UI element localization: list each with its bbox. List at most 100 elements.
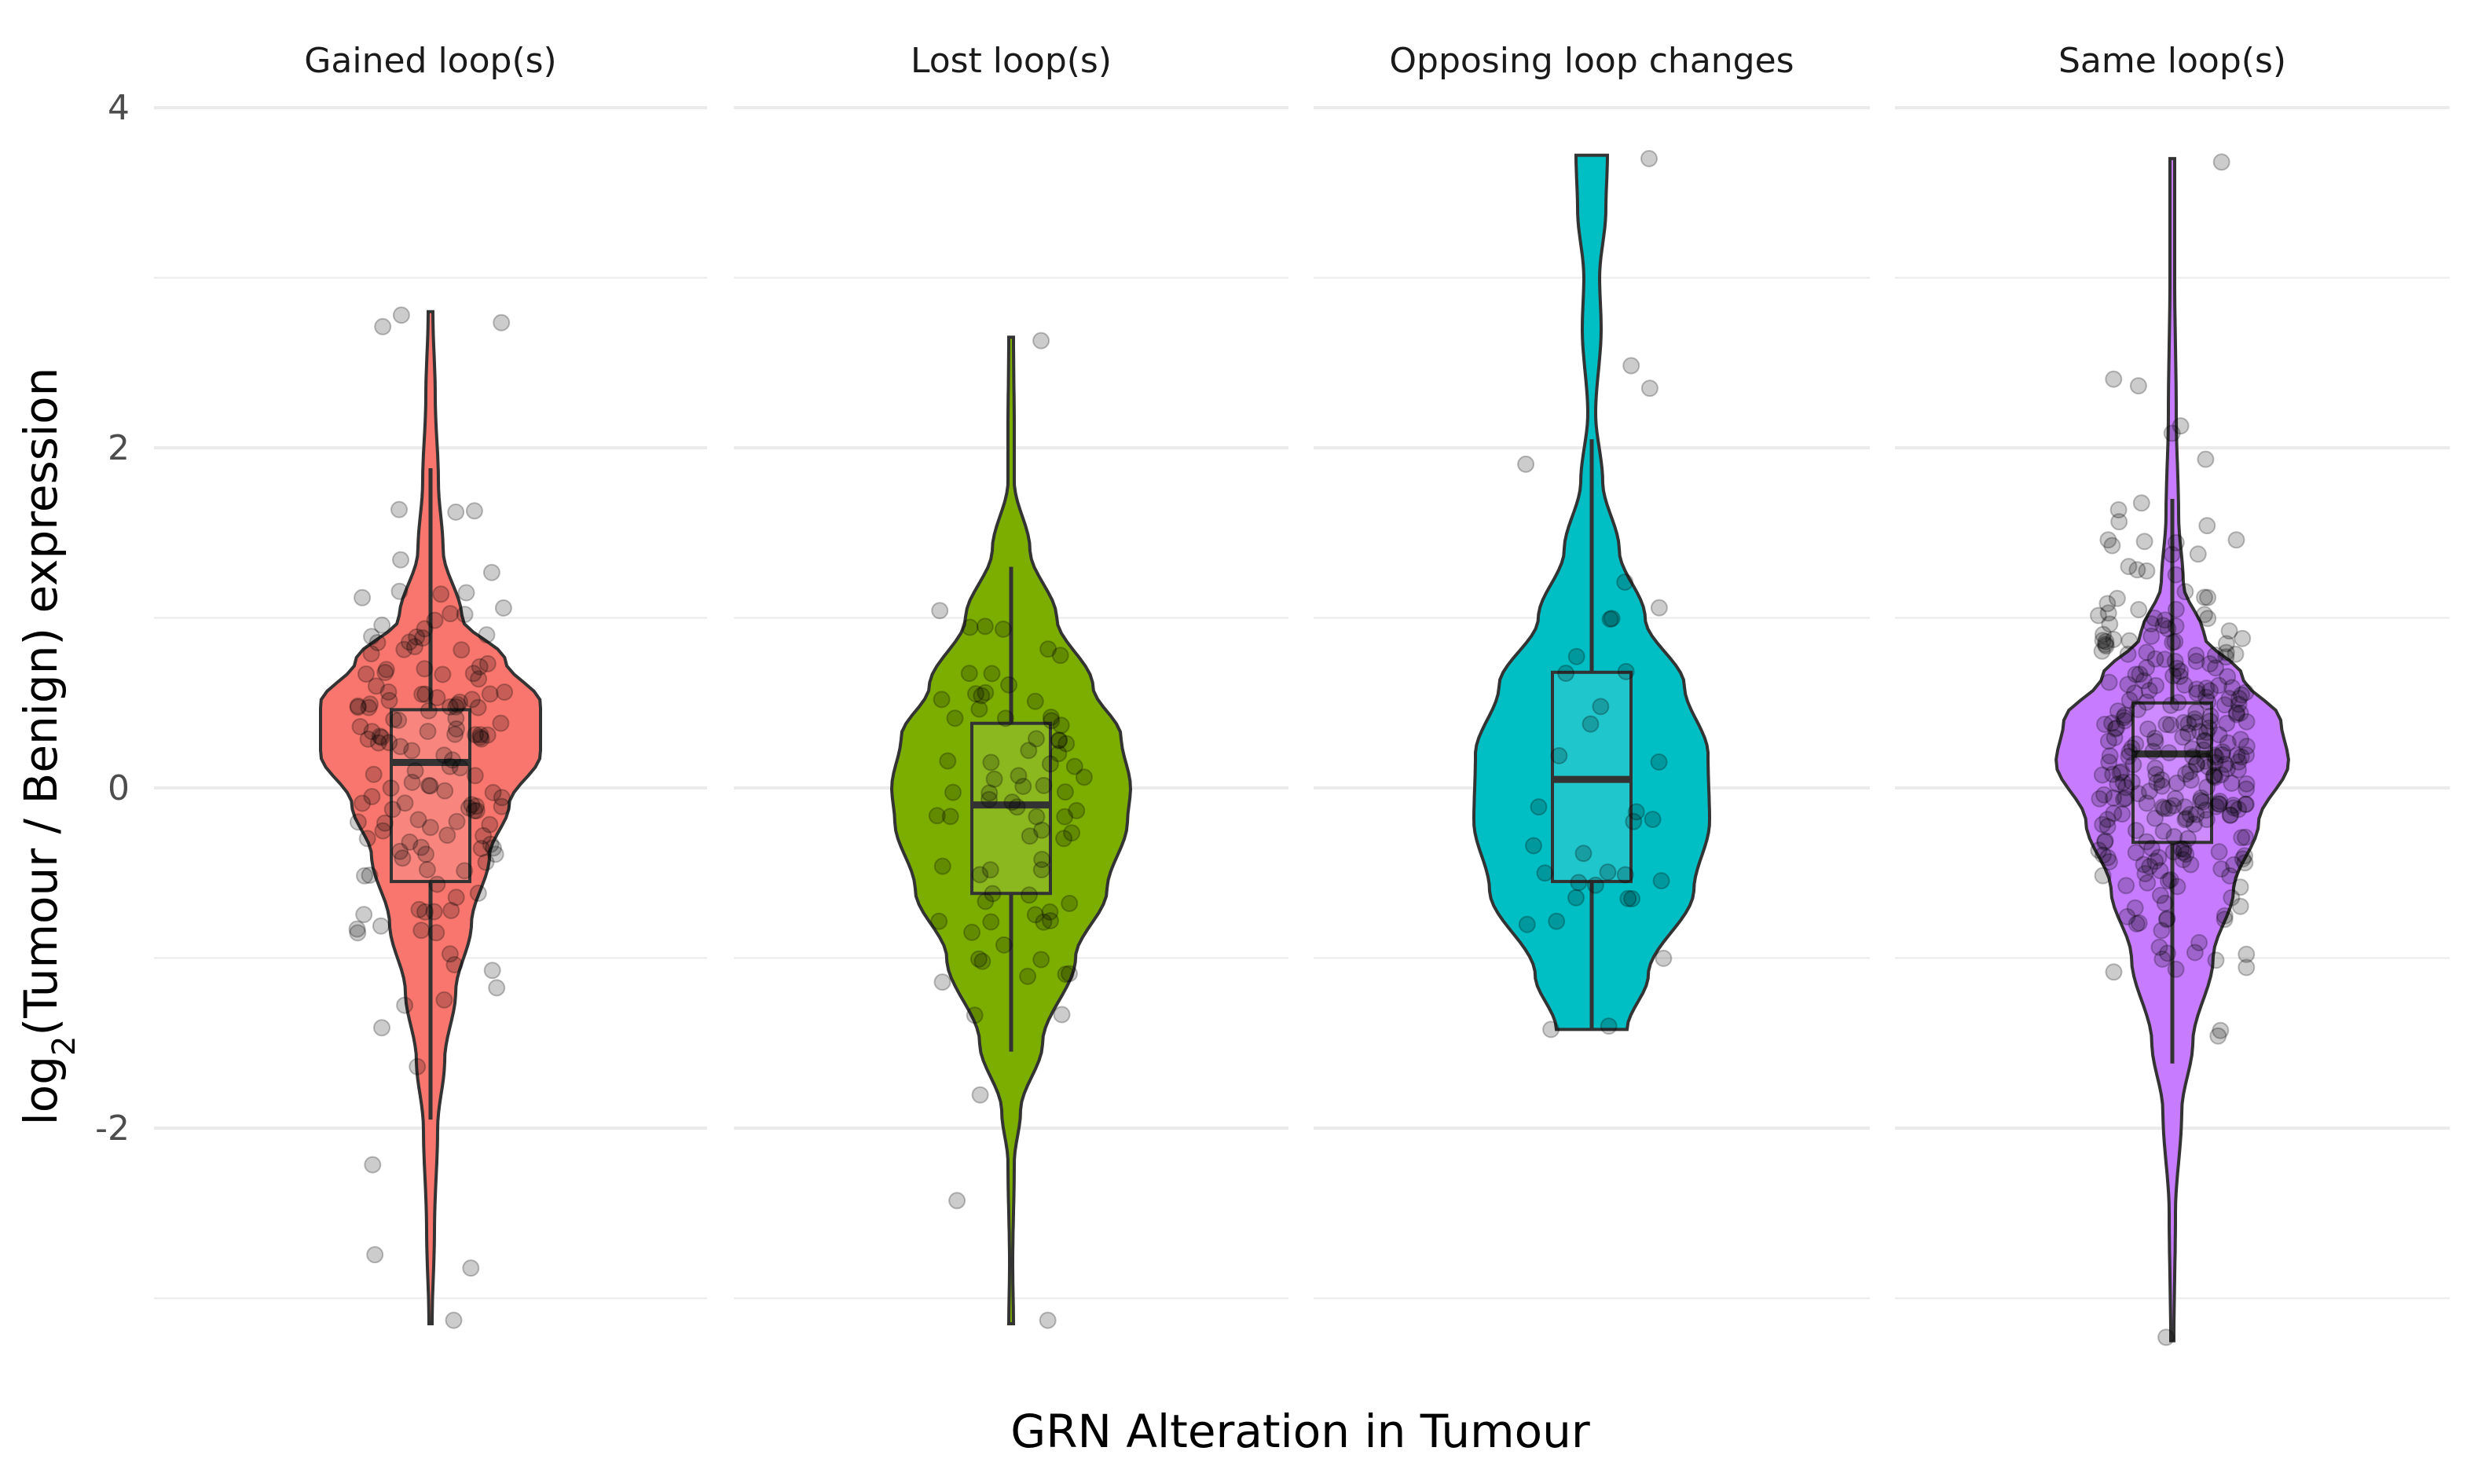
data-point <box>372 917 390 935</box>
data-point <box>2139 874 2157 892</box>
data-point <box>1061 895 1079 912</box>
data-point <box>2108 589 2126 607</box>
data-point <box>2095 625 2112 643</box>
data-point <box>1039 640 1057 658</box>
data-point <box>2192 792 2210 809</box>
data-point <box>2238 780 2256 798</box>
data-point <box>1525 837 1542 855</box>
data-point <box>349 698 367 716</box>
data-point <box>2233 686 2251 704</box>
violins <box>319 153 2290 1343</box>
data-point <box>421 777 439 795</box>
data-point <box>2192 789 2210 807</box>
data-point <box>2168 774 2186 792</box>
data-point <box>2216 696 2234 714</box>
data-point <box>2120 632 2139 650</box>
data-point <box>2094 867 2112 885</box>
y-axis-ticks: -2 0 2 4 <box>95 88 130 1149</box>
data-point <box>2175 676 2194 694</box>
data-point <box>1068 801 1086 819</box>
data-point <box>412 838 431 856</box>
data-point <box>364 1156 382 1174</box>
data-point <box>1019 967 1037 985</box>
data-point <box>2139 720 2157 738</box>
data-point <box>1057 735 1076 753</box>
data-point <box>2163 424 2181 442</box>
data-point <box>493 789 511 807</box>
data-point <box>1617 662 1635 680</box>
data-point <box>435 746 453 764</box>
data-point <box>2090 606 2107 625</box>
data-point <box>447 889 465 907</box>
data-point <box>2099 732 2117 750</box>
y-axis-title-subscript: 2 <box>46 1035 82 1055</box>
data-point <box>436 782 454 800</box>
data-point <box>465 802 483 819</box>
data-point <box>408 628 426 646</box>
data-point <box>2224 797 2242 814</box>
data-point <box>2164 667 2183 685</box>
data-point <box>435 991 453 1009</box>
data-point <box>2129 701 2147 719</box>
data-point <box>2187 647 2205 665</box>
data-point <box>1655 949 1673 967</box>
data-point <box>445 1311 463 1329</box>
data-point <box>2127 844 2145 862</box>
data-point <box>2205 768 2223 786</box>
data-point <box>2221 867 2239 885</box>
data-point <box>2186 713 2204 731</box>
data-point <box>2166 790 2184 808</box>
data-point <box>485 839 502 857</box>
data-point <box>2153 950 2172 968</box>
data-point <box>457 584 475 602</box>
data-point <box>2127 822 2145 840</box>
data-point <box>980 784 999 802</box>
data-point <box>2181 763 2199 781</box>
data-point <box>2138 794 2156 812</box>
data-point <box>1600 1017 1618 1035</box>
data-point <box>390 582 409 600</box>
data-point <box>984 885 1002 903</box>
data-point <box>368 634 387 651</box>
data-point <box>2188 680 2206 698</box>
data-point <box>1026 692 1044 710</box>
data-point <box>380 691 398 709</box>
data-point <box>970 700 988 718</box>
data-point <box>469 885 487 902</box>
data-point <box>2138 833 2156 851</box>
data-point <box>2096 832 2114 850</box>
data-point <box>2169 694 2187 712</box>
data-point <box>2232 748 2250 766</box>
data-point <box>447 503 465 521</box>
data-point <box>2187 703 2205 721</box>
data-point <box>1616 866 1634 884</box>
data-point <box>493 313 511 332</box>
data-point <box>2156 894 2174 912</box>
data-point <box>2185 815 2203 834</box>
data-point <box>369 734 387 752</box>
data-point <box>428 689 446 707</box>
data-point <box>481 815 499 834</box>
data-point <box>362 645 380 663</box>
data-point <box>2207 951 2225 969</box>
data-point <box>456 606 474 624</box>
data-point <box>472 730 490 748</box>
data-point <box>2138 562 2156 580</box>
y-tick-label: 0 <box>108 768 130 808</box>
data-point <box>1032 951 1050 969</box>
data-point <box>349 813 367 831</box>
data-point <box>2163 545 2181 563</box>
data-point <box>405 638 423 656</box>
data-point <box>2120 743 2139 761</box>
data-point <box>2195 731 2213 749</box>
data-point <box>2197 688 2216 706</box>
data-point <box>2156 650 2174 669</box>
data-point <box>2210 795 2228 813</box>
data-point <box>2142 839 2161 857</box>
data-point <box>2147 676 2165 694</box>
data-point <box>354 794 372 812</box>
data-point <box>413 685 431 703</box>
facet-strip-label: Same loop(s) <box>2058 41 2286 81</box>
data-point <box>1035 913 1053 931</box>
data-point <box>1028 730 1045 748</box>
